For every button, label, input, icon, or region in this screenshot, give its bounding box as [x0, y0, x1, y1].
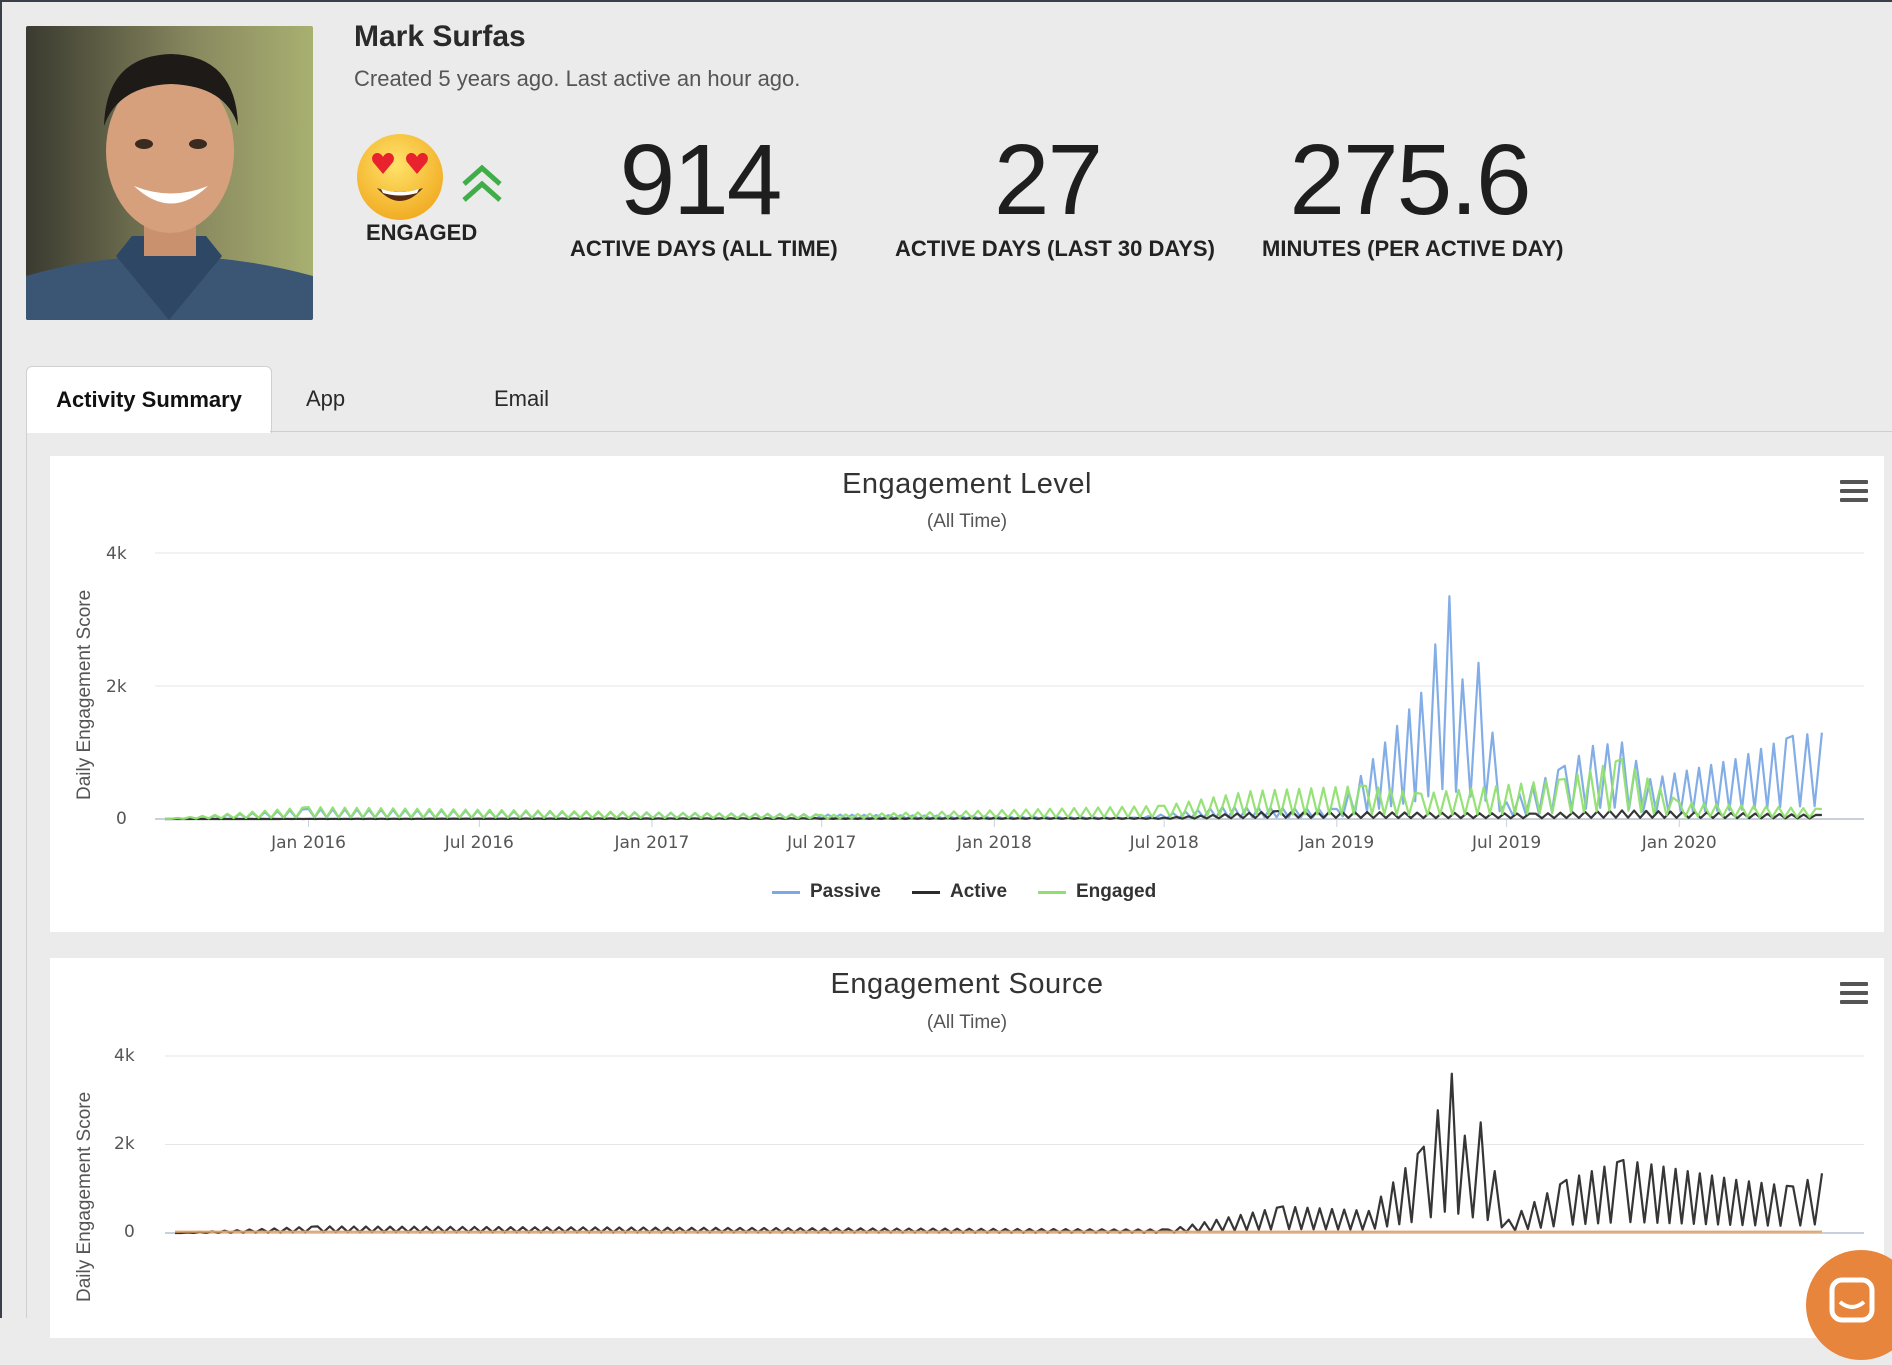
series-line-series-0 — [175, 1072, 1824, 1235]
legend-label: Active — [950, 881, 1008, 902]
stat-label: ACTIVE DAYS (LAST 30 DAYS) — [895, 236, 1215, 261]
stat-minutes-per-active-day: 275.6 MINUTES (PER ACTIVE DAY) — [1262, 124, 1564, 262]
series-line-active — [165, 809, 1822, 821]
x-tick-label: Jan 2019 — [1298, 833, 1374, 853]
trend-up-icon — [460, 162, 504, 206]
legend-label: Engaged — [1076, 881, 1157, 902]
legend-item-passive[interactable]: Passive — [772, 881, 881, 903]
chart-plot-area: Jan 2016 Jul 2016 Jan 2017 Jul 2017 Jan 2018… — [155, 552, 1864, 853]
content-border — [26, 432, 27, 1318]
y-tick: 2k — [106, 677, 127, 697]
chart-menu-icon[interactable] — [1840, 982, 1868, 1004]
x-tick-label: Jan 2018 — [956, 833, 1032, 853]
stat-label: ACTIVE DAYS (ALL TIME) — [570, 236, 838, 261]
tab-divider — [270, 431, 1892, 432]
tab-app-activity[interactable]: App Activity — [306, 386, 376, 477]
series-line-engaged — [164, 758, 1822, 821]
heart-eyes-emoji-icon — [355, 132, 445, 222]
y-tick: 4k — [106, 544, 127, 564]
chart-menu-icon[interactable] — [1840, 480, 1868, 502]
legend-item-active[interactable]: Active — [912, 881, 1007, 903]
stat-active-days-all-time: 914 ACTIVE DAYS (ALL TIME) — [570, 124, 838, 262]
x-tick-label: Jan 2016 — [270, 833, 346, 853]
stat-value: 27 — [993, 124, 1103, 236]
legend-item-engaged[interactable]: Engaged — [1038, 881, 1156, 903]
window-top-border — [0, 0, 1892, 2]
chart-title: Engagement Level — [842, 468, 1092, 500]
y-tick: 0 — [116, 809, 127, 829]
engagement-source-chart: Engagement Source (All Time) Daily Engag… — [50, 958, 1884, 1338]
stat-label: MINUTES (PER ACTIVE DAY) — [1262, 236, 1564, 261]
x-tick-label: Jul 2018 — [1129, 833, 1199, 853]
x-tick-label: Jul 2019 — [1471, 833, 1541, 853]
engagement-level-chart: Engagement Level (All Time) Daily Engage… — [50, 456, 1884, 932]
engagement-status-label: ENGAGED — [366, 220, 478, 245]
x-tick-label: Jul 2016 — [444, 833, 514, 853]
window-left-border — [0, 0, 2, 1318]
tab-email-activity[interactable]: Email Activity — [494, 386, 564, 477]
tab-activity-summary[interactable]: Activity Summary — [26, 366, 272, 433]
x-tick-label: Jul 2017 — [786, 833, 856, 853]
chart-subtitle: (All Time) — [926, 511, 1008, 532]
chart-plot-area — [165, 1055, 1864, 1235]
y-tick: 4k — [114, 1046, 135, 1066]
user-avatar — [26, 26, 313, 320]
series-line-passive — [164, 595, 1823, 821]
stat-value: 914 — [619, 124, 783, 236]
user-activity-subline: Created 5 years ago. Last active an hour… — [354, 66, 801, 91]
chart-title: Engagement Source — [830, 968, 1104, 1000]
legend-label: Passive — [810, 881, 881, 902]
chart-subtitle: (All Time) — [926, 1012, 1008, 1033]
y-tick: 2k — [114, 1134, 135, 1154]
stat-value: 275.6 — [1289, 124, 1531, 236]
chat-launcher-button[interactable] — [1806, 1250, 1892, 1360]
stat-active-days-last-30: 27 ACTIVE DAYS (LAST 30 DAYS) — [895, 124, 1215, 262]
x-tick-label: Jan 2020 — [1641, 833, 1717, 853]
y-tick: 0 — [124, 1222, 135, 1242]
user-name: Mark Surfas — [354, 20, 526, 53]
x-tick-label: Jan 2017 — [613, 833, 689, 853]
